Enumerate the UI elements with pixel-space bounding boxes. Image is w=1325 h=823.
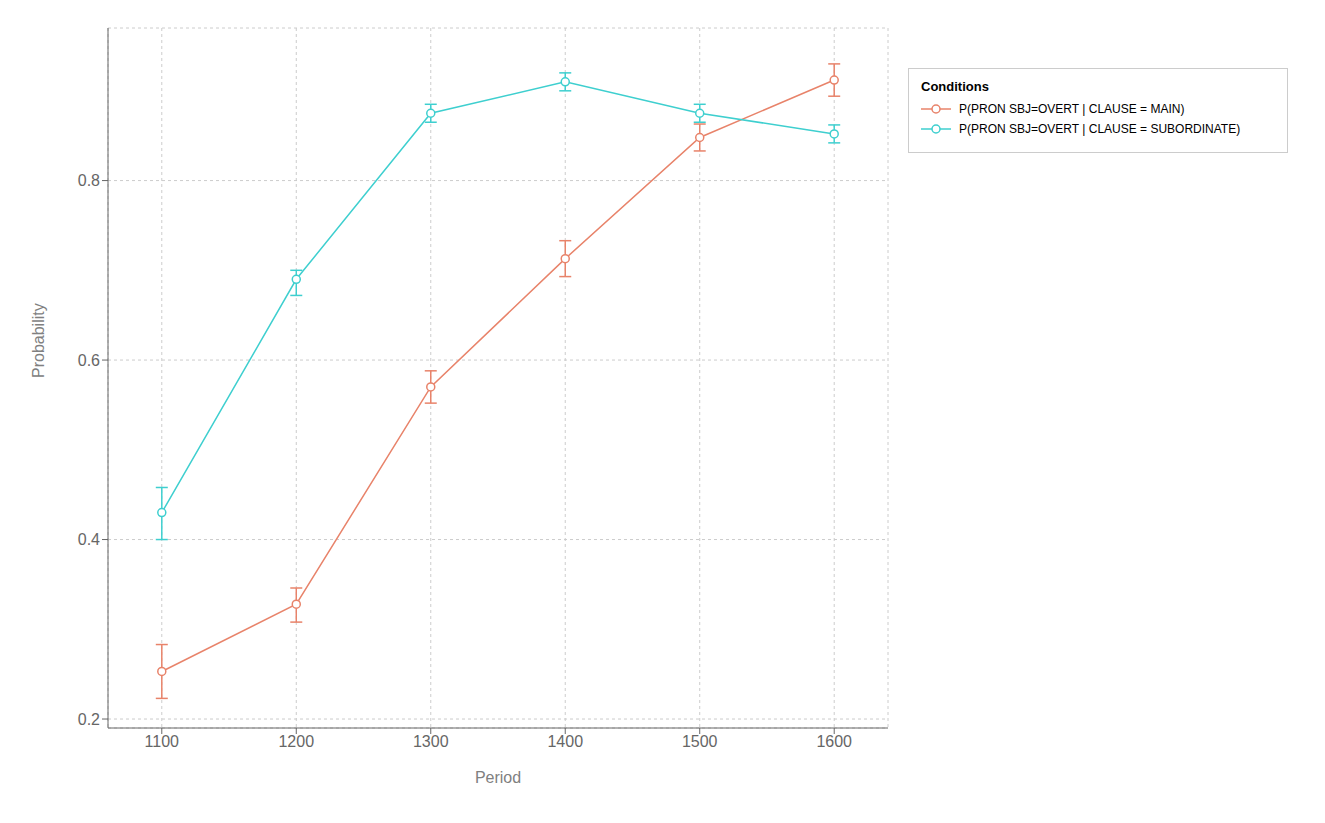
svg-text:1300: 1300 <box>413 733 449 750</box>
svg-text:0.8: 0.8 <box>78 172 100 189</box>
svg-text:0.4: 0.4 <box>78 531 100 548</box>
svg-text:0.6: 0.6 <box>78 352 100 369</box>
svg-text:1400: 1400 <box>547 733 583 750</box>
svg-text:Period: Period <box>475 769 521 786</box>
html-text:P(PRON SBJ=OVERT | CLAUSE = SU: P(PRON SBJ=OVERT | CLAUSE = SUBORDINATE) <box>959 122 1241 136</box>
svg-text:0.2: 0.2 <box>78 711 100 728</box>
svg-text:1500: 1500 <box>682 733 718 750</box>
html-text:Conditions: Conditions <box>921 79 989 94</box>
svg-text:Probability: Probability <box>30 303 47 378</box>
html-text:P(PRON SBJ=OVERT | CLAUSE = MA: P(PRON SBJ=OVERT | CLAUSE = MAIN) <box>959 102 1185 116</box>
svg-text:1100: 1100 <box>145 733 180 750</box>
svg-text:1600: 1600 <box>816 733 852 750</box>
svg-text:1200: 1200 <box>278 733 314 750</box>
